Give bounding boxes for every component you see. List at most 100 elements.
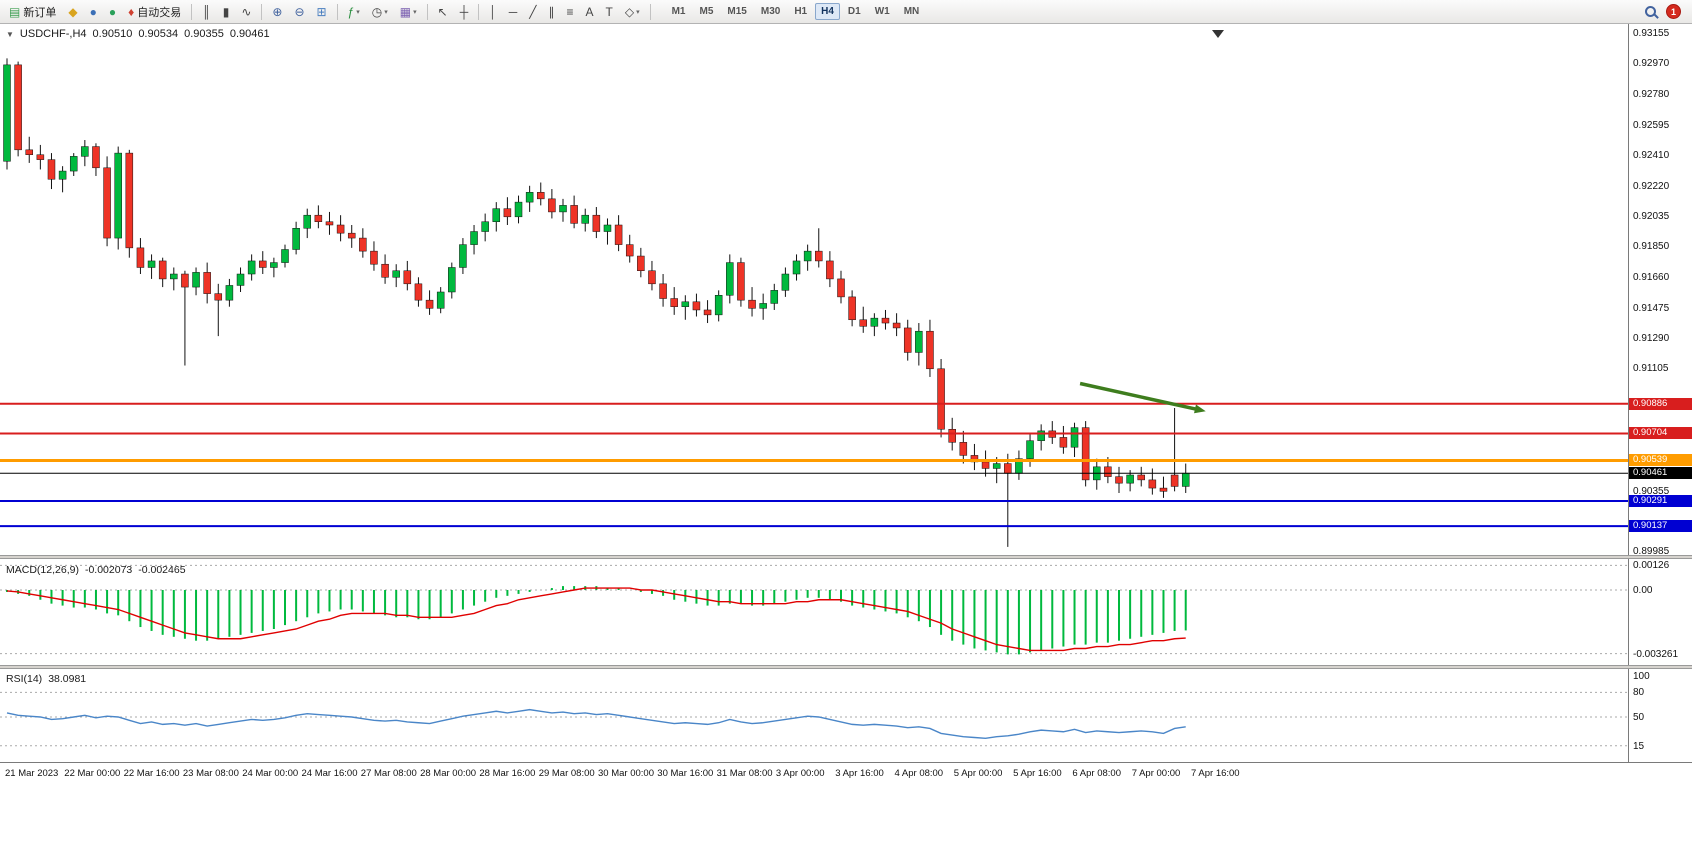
candle-body: [403, 270, 412, 285]
zoom-in-icon: ⊕: [272, 4, 283, 19]
templates-button[interactable]: ▦ ▾: [395, 2, 422, 22]
candle-body: [959, 442, 968, 456]
search-icon[interactable]: [1645, 6, 1656, 17]
candle-body: [803, 250, 812, 262]
price-axis-label: 0.92410: [1633, 149, 1670, 161]
tf-mn[interactable]: MN: [903, 6, 920, 17]
trendline-icon: ╱: [529, 4, 537, 19]
horizontal-line-button[interactable]: ─: [504, 2, 523, 22]
indicators-icon: ƒ: [347, 4, 355, 19]
candle-body: [1170, 474, 1179, 487]
text-icon: A: [585, 4, 594, 19]
vertical-line-button[interactable]: │: [484, 2, 502, 22]
chart-canvas[interactable]: [0, 24, 1692, 849]
chart-profiles-button[interactable]: ◆: [63, 2, 82, 22]
label-button[interactable]: T: [601, 2, 618, 22]
line-chart-button[interactable]: ∿: [236, 2, 256, 22]
macd-axis-label: -0.003261: [1633, 648, 1679, 660]
pane-divider[interactable]: [0, 665, 1692, 669]
candle-body: [381, 263, 389, 278]
indicators-button[interactable]: ƒ ▾: [343, 2, 365, 22]
time-axis-label: 6 Apr 08:00: [1072, 768, 1121, 779]
collapse-icon[interactable]: ▼: [6, 29, 14, 39]
chart-window[interactable]: ▼ USDCHF-,H4 0.90510 0.90534 0.90355 0.9…: [0, 24, 1692, 849]
tf-m5[interactable]: M5: [699, 6, 714, 17]
candle-body: [192, 272, 200, 288]
tf-w1[interactable]: W1: [874, 6, 890, 17]
candle-body: [703, 309, 712, 316]
candle-body: [625, 244, 634, 257]
candle-body: [903, 327, 912, 353]
candle-body: [1159, 487, 1168, 492]
channel-button[interactable]: ∥: [543, 2, 559, 22]
candle-body: [247, 260, 256, 275]
tf-m1[interactable]: M1: [671, 6, 686, 17]
candle-body: [36, 154, 45, 160]
candle-body: [359, 237, 367, 252]
candle-body: [436, 291, 445, 309]
market-watch-button[interactable]: ●: [104, 2, 121, 22]
candle-body: [1181, 472, 1190, 487]
toolbar-separator: [336, 3, 338, 20]
candle-body: [214, 293, 223, 301]
candle-body: [136, 247, 145, 268]
channel-icon: ∥: [548, 4, 555, 19]
candle-body: [259, 260, 267, 268]
chevron-down-icon: ▾: [413, 8, 417, 16]
candle-body: [1059, 437, 1068, 448]
periods-button[interactable]: ◷ ▾: [367, 2, 393, 22]
chevron-down-icon: ▾: [356, 8, 360, 16]
candle-body: [114, 152, 122, 239]
candle-body: [1070, 427, 1079, 448]
tf-h4[interactable]: H4: [815, 3, 840, 20]
candle-body: [414, 283, 423, 301]
zoom-out-button[interactable]: ⊖: [289, 2, 309, 22]
rsi-label: RSI(14) 38.0981: [6, 673, 86, 685]
new-order-button[interactable]: ▤ 新订单: [4, 2, 61, 22]
macd-title: MACD(12,26,9): [6, 564, 79, 576]
cursor-button[interactable]: ↖: [433, 2, 453, 22]
fibonacci-button[interactable]: ≡: [561, 2, 578, 22]
tile-windows-button[interactable]: ⊞: [312, 2, 332, 22]
price-axis-label: 0.92780: [1633, 89, 1670, 101]
macd-axis-label: 0.00: [1633, 585, 1653, 596]
shapes-button[interactable]: ◇ ▾: [620, 2, 645, 22]
toolbar-right: 1: [1645, 4, 1689, 19]
low-value: 0.90355: [184, 28, 224, 40]
trend-arrow[interactable]: [1079, 381, 1202, 412]
candle-body: [14, 64, 22, 151]
resistance-line-2-price-tag: 0.90704: [1629, 427, 1692, 440]
accounts-button[interactable]: ●: [85, 2, 102, 22]
candlestick-chart-button[interactable]: ▮: [218, 2, 235, 22]
crosshair-button[interactable]: ┼: [455, 2, 474, 22]
new-order-icon: ▤: [9, 4, 21, 19]
chart-shift-marker[interactable]: [1212, 30, 1224, 38]
price-axis-label: 0.91660: [1633, 272, 1670, 284]
time-axis: 21 Mar 2023 22 Mar 00:00 22 Mar 16:00 23 Ma…: [0, 762, 1692, 849]
candle-body: [592, 214, 601, 232]
candle-body: [1081, 427, 1090, 481]
price-axis-label: 0.91850: [1633, 241, 1670, 253]
autotrading-button[interactable]: ♦ 自动交易: [123, 2, 186, 22]
candle-body: [726, 262, 734, 296]
pane-divider[interactable]: [0, 555, 1692, 559]
candle-body: [548, 198, 556, 213]
trendline-button[interactable]: ╱: [524, 2, 541, 22]
tf-d1[interactable]: D1: [847, 6, 861, 17]
candle-body: [915, 330, 923, 353]
horizontal-line-icon: ─: [508, 4, 518, 19]
tf-h1[interactable]: H1: [794, 6, 808, 17]
candle-body: [459, 244, 467, 268]
notification-badge[interactable]: 1: [1666, 4, 1681, 19]
candle-body: [926, 330, 934, 370]
candle-body: [692, 301, 701, 311]
zoom-in-button[interactable]: ⊕: [267, 2, 287, 22]
macd-signal-line: [6, 587, 1186, 652]
candle-body: [1126, 474, 1134, 484]
text-button[interactable]: A: [580, 2, 598, 22]
tf-m15[interactable]: M15: [727, 6, 747, 17]
macd-label: MACD(12,26,9) -0.002073 -0.002465: [6, 564, 186, 576]
bar-chart-button[interactable]: ║: [197, 2, 216, 22]
tf-m30[interactable]: M30: [760, 6, 781, 17]
